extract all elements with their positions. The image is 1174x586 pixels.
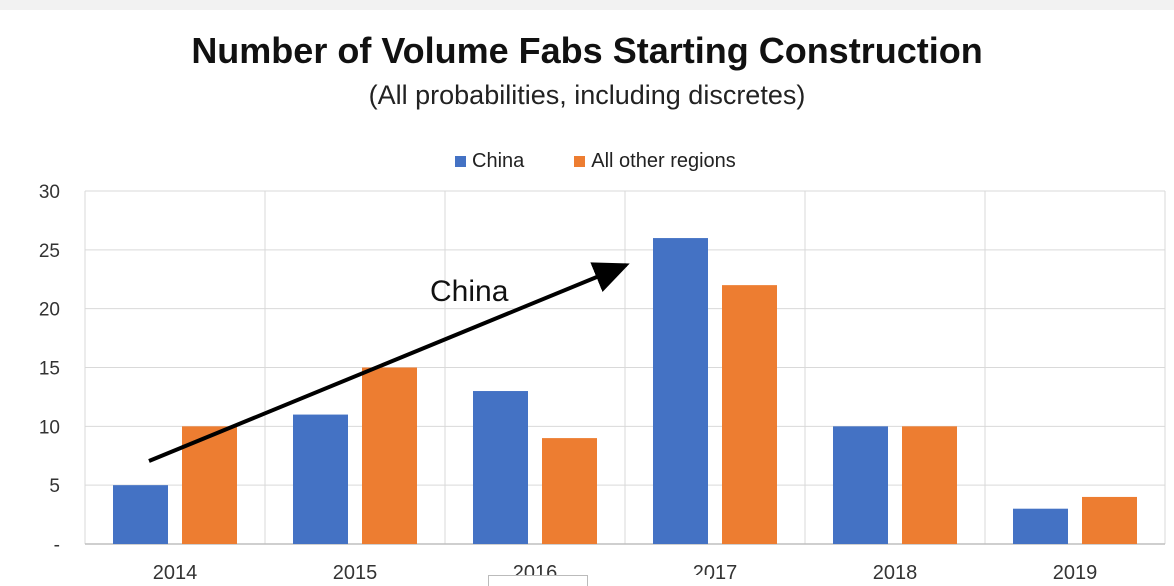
- top-band: [0, 0, 1174, 10]
- y-tick-label: 15: [39, 359, 60, 380]
- bar-other-2016: [542, 438, 597, 544]
- x-tick-label: 2014: [153, 562, 198, 584]
- trend-arrow: [148, 262, 630, 463]
- legend-label-other: All other regions: [591, 150, 736, 172]
- legend-swatch-other: [574, 156, 586, 167]
- bar-other-2018: [902, 426, 957, 544]
- chart-title: Number of Volume Fabs Starting Construct…: [191, 30, 983, 71]
- y-tick-label: 5: [49, 476, 60, 497]
- footer-thumbnail-right: [610, 575, 710, 586]
- x-tick-label: 2018: [873, 562, 918, 584]
- bar-china-2018: [833, 426, 888, 544]
- y-tick-label: 25: [39, 241, 60, 262]
- bar-china-2015: [293, 414, 348, 544]
- y-tick-label: 20: [39, 300, 60, 321]
- legend-label-china: China: [472, 150, 525, 172]
- x-tick-label: 2019: [1053, 562, 1098, 584]
- y-tick-label: 30: [39, 182, 60, 203]
- bar-china-2017: [653, 238, 708, 545]
- footer-thumbnail-left: [488, 575, 588, 586]
- x-tick-label: 2015: [333, 562, 378, 584]
- legend: China All other regions: [455, 150, 736, 173]
- bar-china-2016: [473, 391, 528, 544]
- annotation-label: China: [430, 275, 509, 308]
- bar-china-2019: [1013, 508, 1068, 544]
- bar-other-2017: [722, 285, 777, 544]
- legend-swatch-china: [455, 156, 466, 167]
- y-tick-label: 10: [39, 417, 60, 438]
- bar-other-2019: [1082, 496, 1137, 544]
- y-tick-label: -: [54, 535, 60, 556]
- bar-other-2014: [182, 426, 237, 544]
- chart-subtitle: (All probabilities, including discretes): [368, 80, 806, 110]
- legend-item-china: China: [455, 150, 524, 173]
- bar-china-2014: [113, 485, 168, 544]
- legend-item-other: All other regions: [574, 150, 736, 173]
- bar-other-2015: [362, 367, 417, 544]
